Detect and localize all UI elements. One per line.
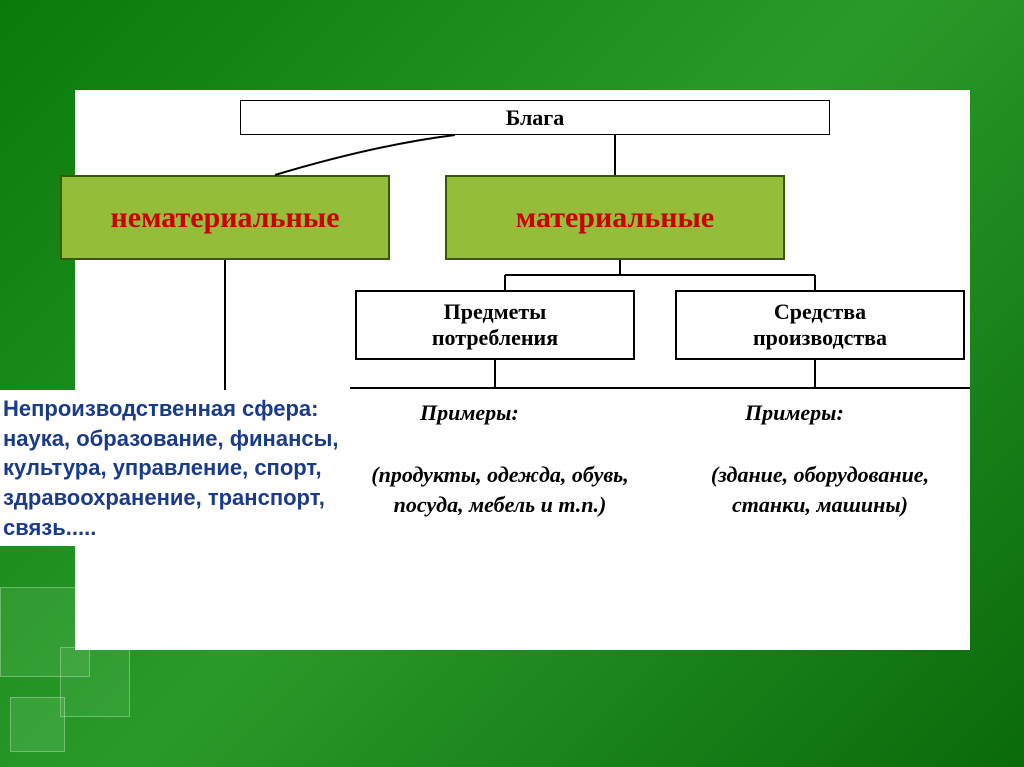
branch-material-label: материальные [516,201,714,235]
nonproduction-body: наука, образование, финансы, культура, у… [3,424,346,543]
node-production-line2: производства [753,325,887,351]
branch-material: материальные [445,175,785,260]
diagram-panel: Блага нематериальные материальные Предме… [75,90,970,650]
branch-nonmaterial: нематериальные [60,175,390,260]
examples-label-consumption: Примеры: [420,400,519,426]
branch-nonmaterial-label: нематериальные [110,201,339,235]
node-consumption-line1: Предметы [444,299,547,325]
nonproduction-sphere-panel: Непроизводственная сфера: наука, образов… [0,390,352,546]
examples-text-consumption: (продукты, одежда, обувь, посуда, мебель… [355,460,645,519]
node-production-line1: Средства [774,299,866,325]
root-label: Блага [506,105,565,130]
node-production: Средства производства [675,290,965,360]
examples-text-production: (здание, оборудование, станки, машины) [675,460,965,519]
examples-label-production: Примеры: [745,400,844,426]
root-node: Блага [240,100,830,135]
nonproduction-title: Непроизводственная сфера: [3,394,346,424]
node-consumption-line2: потребления [432,325,558,351]
examples-divider [350,387,970,389]
node-consumption: Предметы потребления [355,290,635,360]
